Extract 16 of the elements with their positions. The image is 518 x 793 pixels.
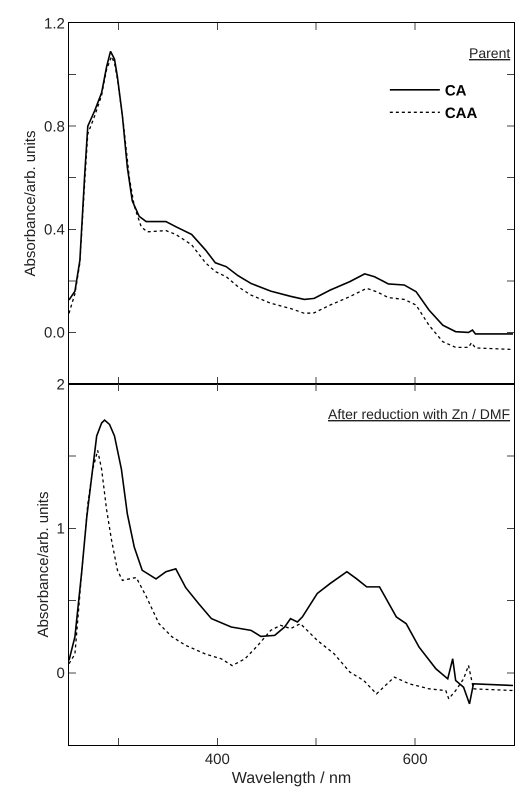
y-tick-label: 1 [56, 520, 65, 538]
y-tick-label: 0.8 [44, 118, 65, 136]
x-axis-title: Wavelength / nm [232, 770, 352, 787]
annotation: Parent [469, 45, 510, 61]
y-tick-label: 1.2 [44, 15, 65, 32]
legend-label: CAA [444, 105, 478, 122]
y-tick-label: 0 [56, 665, 65, 682]
x-tick-label: 600 [402, 751, 428, 768]
annotation: After reduction with Zn / DMF [328, 406, 510, 422]
y-tick-label: 0.0 [44, 324, 65, 342]
legend-label: CA [444, 82, 467, 100]
y-axis-title: Absorbance/arb. units [34, 492, 52, 638]
y-axis-title: Absorbance/arb. units [22, 130, 40, 276]
y-tick-label: 2 [56, 376, 65, 394]
y-tick-label: 0.4 [44, 222, 65, 239]
x-tick-label: 400 [204, 751, 230, 768]
